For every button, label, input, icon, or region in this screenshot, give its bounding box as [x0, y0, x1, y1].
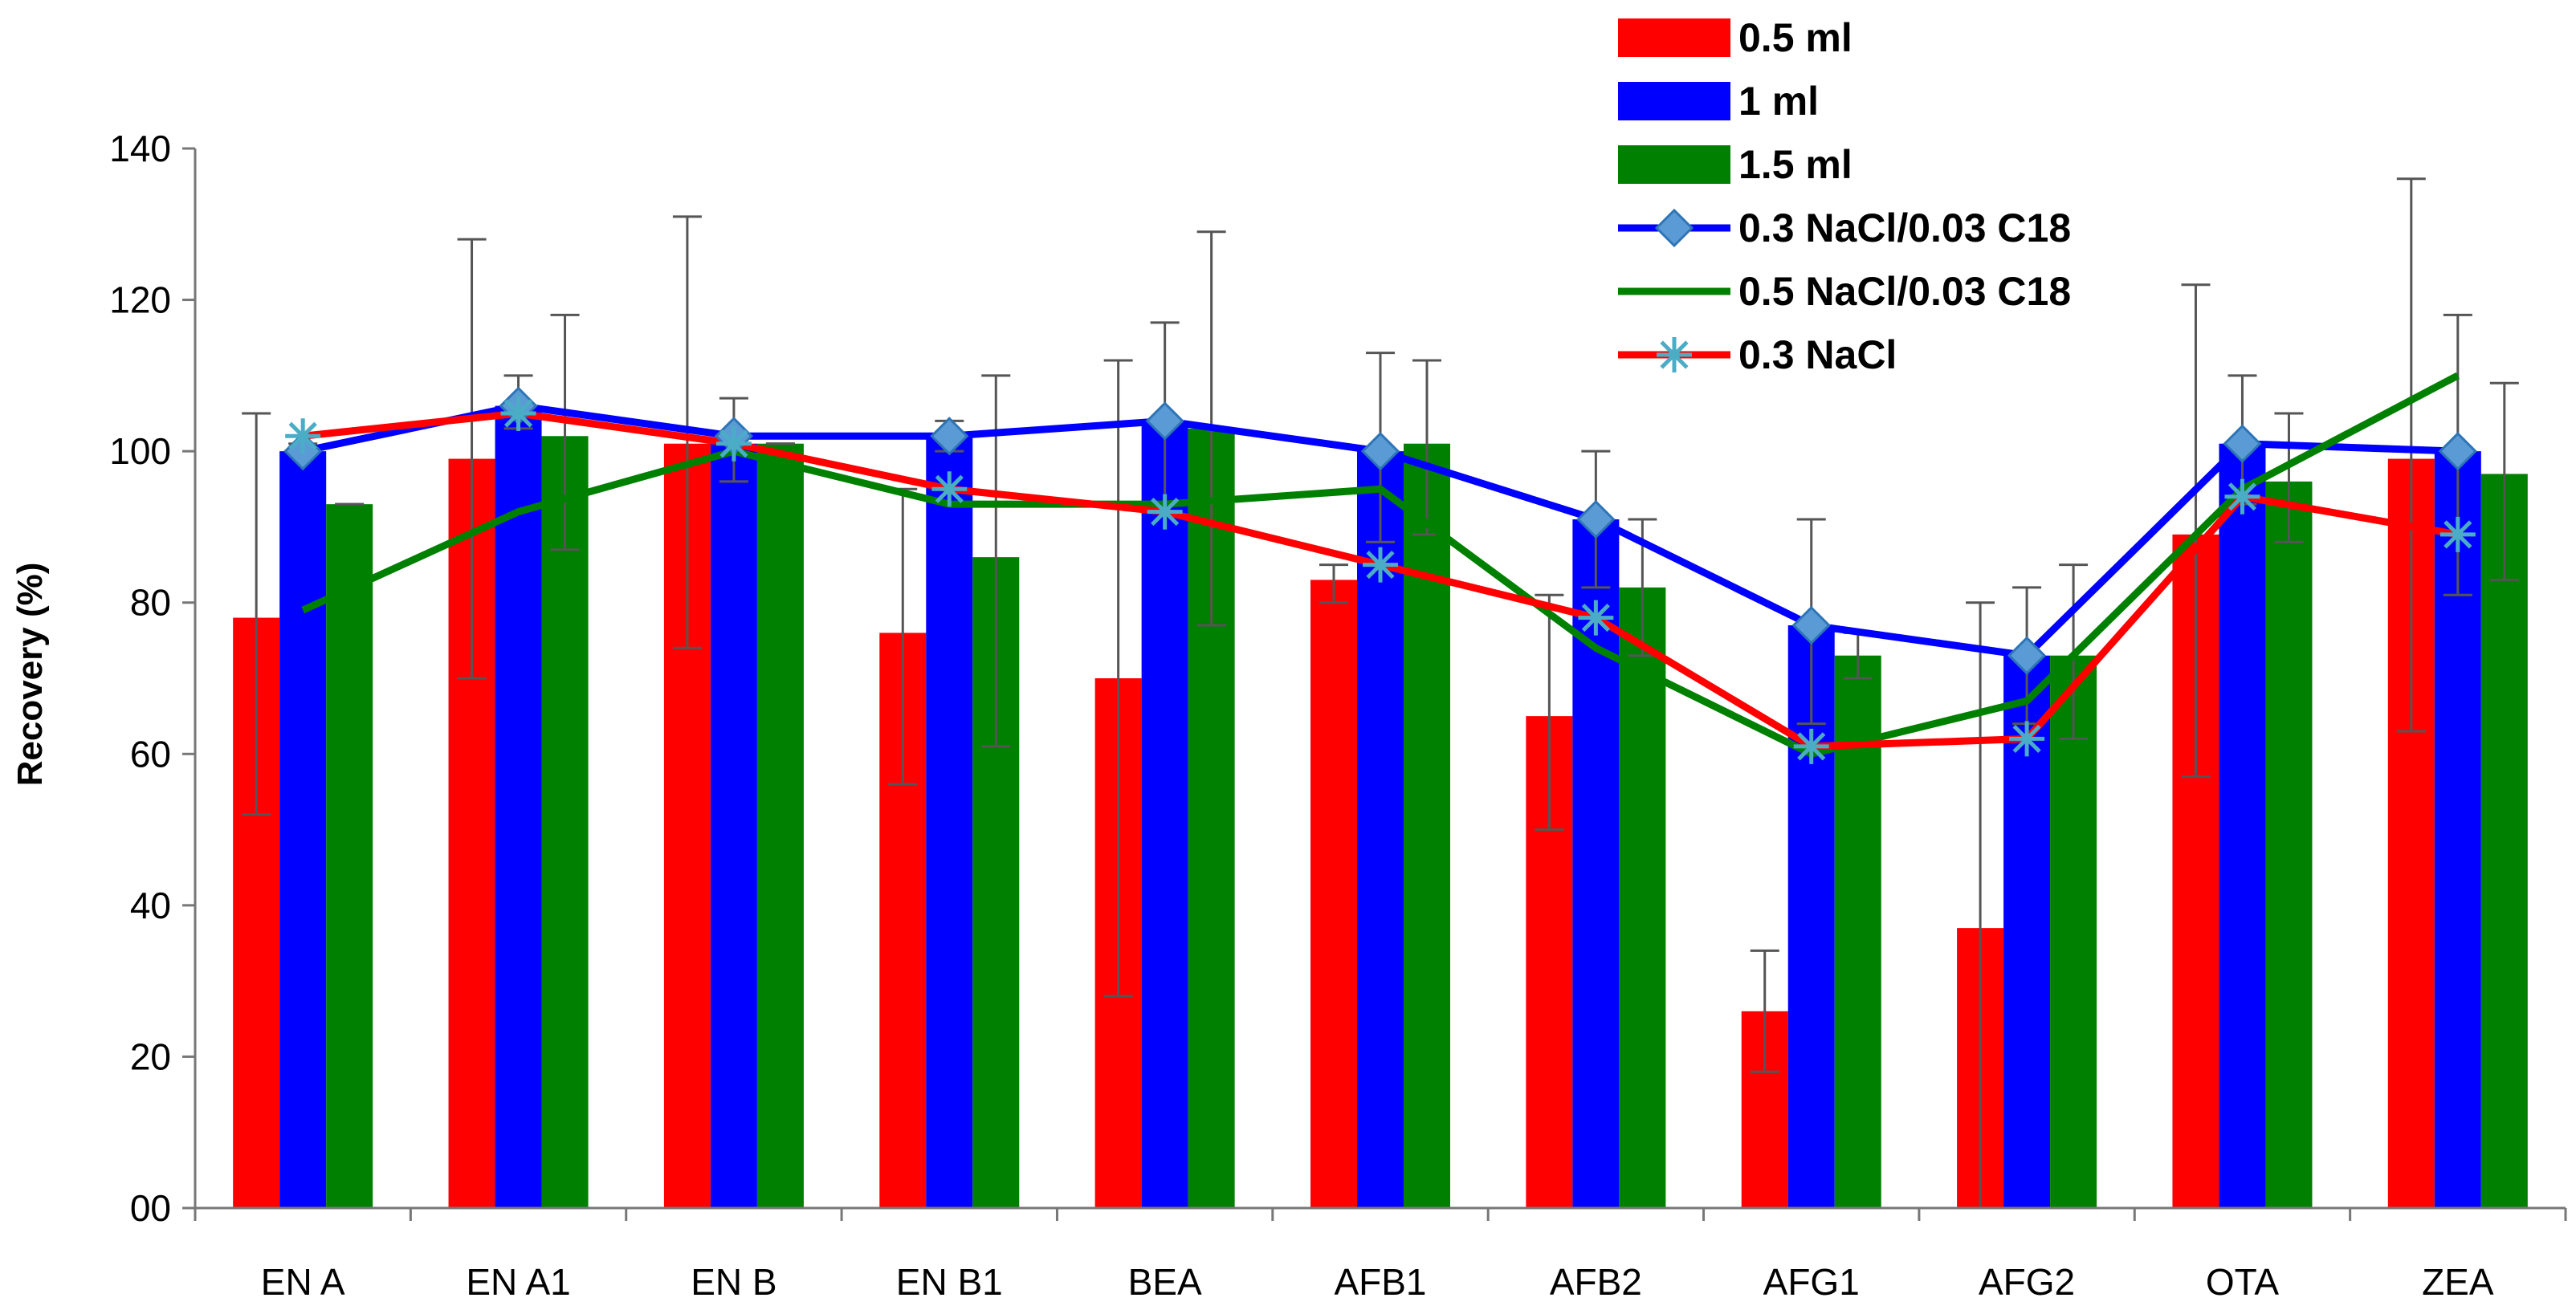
legend-swatch: [1618, 145, 1730, 184]
bar: [279, 451, 327, 1208]
y-tick-label: 140: [109, 128, 171, 169]
y-tick-label: 20: [130, 1035, 171, 1077]
diamond-marker: [2007, 636, 2047, 675]
bar: [1310, 580, 1357, 1208]
bar: [2050, 655, 2097, 1208]
x-tick-label: OTA: [2206, 1261, 2279, 1303]
star-stroke: [1366, 550, 1395, 580]
x-tick-label: EN A: [261, 1261, 345, 1303]
diamond-marker: [1791, 605, 1831, 645]
y-tick-label: 100: [109, 430, 171, 472]
star-marker: [931, 471, 968, 507]
star-stroke: [1581, 603, 1610, 633]
star-stroke: [2012, 724, 2041, 754]
star-marker: [1578, 600, 1614, 636]
legend: 0.5 ml 1 ml 1.5 ml 0.3 NaCl/0.03 C18 0.5 NaC…: [1618, 15, 2071, 377]
x-tick-label: EN B1: [896, 1261, 1003, 1303]
y-tick-label: 80: [130, 582, 171, 624]
star-marker: [1147, 494, 1183, 530]
x-tick-label: ZEA: [2422, 1261, 2494, 1303]
x-tick-label: EN A1: [466, 1261, 570, 1303]
diamond-marker: [2438, 432, 2477, 471]
star-stroke: [1151, 497, 1180, 527]
legend-label: 0.5 NaCl/0.03 C18: [1738, 269, 2071, 314]
y-tick-label: 60: [130, 733, 171, 775]
star-marker: [2009, 721, 2045, 757]
y-axis-ticks: 00 20 40 60 80 100 120 140: [109, 128, 195, 1229]
bar: [926, 436, 973, 1208]
y-axis-title: Recovery (%): [10, 563, 50, 787]
diamond-marker: [930, 417, 969, 456]
bar: [1619, 587, 1666, 1208]
diamond-marker: [1576, 499, 1616, 539]
bar: [2265, 481, 2313, 1208]
star-marker: [2224, 478, 2260, 515]
bar: [495, 405, 542, 1209]
star-stroke: [1797, 732, 1826, 761]
legend-swatch: [1618, 82, 1730, 120]
bar: [541, 436, 589, 1208]
bar: [1404, 443, 1450, 1208]
y-tick-label: 00: [130, 1187, 171, 1229]
star-stroke: [2444, 520, 2472, 549]
series-line: [301, 372, 2460, 758]
star-stroke: [1660, 340, 1689, 369]
star-stroke: [935, 474, 964, 503]
bar: [756, 443, 804, 1208]
star-marker: [500, 396, 536, 431]
diamond-marker: [2223, 424, 2262, 463]
diamond-marker: [1360, 432, 1400, 471]
star-marker: [715, 425, 752, 462]
star-marker: [285, 418, 321, 454]
y-tick-label: 120: [109, 279, 171, 321]
diamond-marker: [1145, 401, 1184, 441]
star-stroke: [288, 421, 317, 450]
star-marker: [1363, 547, 1398, 583]
bar: [2480, 474, 2528, 1208]
star-stroke: [719, 429, 748, 458]
bar: [2219, 443, 2266, 1208]
x-tick-label: AFG2: [1979, 1261, 2075, 1303]
legend-swatch: [1618, 18, 1730, 57]
axes-layer: [194, 148, 2567, 1221]
lines-layer: [283, 372, 2477, 764]
star-stroke: [2228, 482, 2257, 511]
y-tick-label: 40: [130, 885, 171, 926]
diamond-marker: [1654, 208, 1694, 248]
star-marker: [2439, 516, 2476, 552]
legend-label: 1 ml: [1738, 79, 1819, 124]
bar: [1141, 421, 1188, 1208]
star-marker: [1793, 728, 1829, 764]
bar: [710, 443, 757, 1208]
x-tick-label: AFG1: [1763, 1261, 1860, 1303]
bar: [326, 504, 373, 1208]
legend-label: 0.3 NaCl/0.03 C18: [1738, 205, 2071, 250]
star-marker: [1657, 337, 1692, 372]
x-tick-label: EN B: [691, 1261, 776, 1303]
x-tick-label: AFB2: [1550, 1261, 1642, 1303]
legend-label: 0.5 ml: [1738, 15, 1853, 60]
star-stroke: [503, 399, 533, 428]
legend-label: 0.3 NaCl: [1738, 332, 1897, 377]
x-tick-label: AFB1: [1334, 1261, 1426, 1303]
x-axis-labels: EN A EN A1 EN B EN B1 BEA AFB1 AFB2 AFG1 AFG2 OTA…: [261, 1261, 2494, 1303]
legend-label: 1.5 ml: [1738, 142, 1853, 187]
x-tick-label: BEA: [1128, 1261, 1202, 1303]
